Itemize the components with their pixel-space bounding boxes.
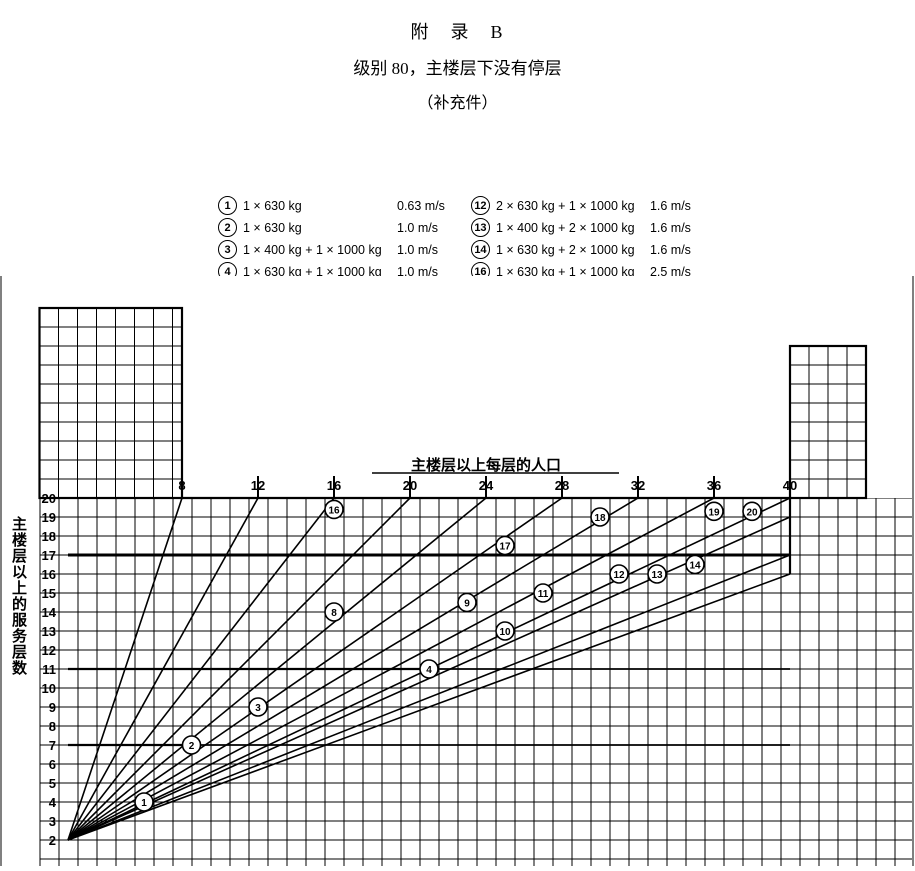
y-axis-title: 主楼层以上的服务层数 [8, 516, 29, 676]
svg-text:14: 14 [689, 561, 701, 572]
svg-text:8: 8 [49, 719, 56, 734]
title-block: 附 录 B 级别 80，主楼层下没有停层 （补充件） [0, 0, 915, 113]
legend-row: 2 1 × 630 kg 1.0 m/s [218, 218, 445, 237]
legend-row: 1 1 × 630 kg 0.63 m/s [218, 196, 445, 215]
legend-speed: 1.6 m/s [650, 243, 691, 257]
svg-text:19: 19 [708, 507, 720, 518]
legend-desc: 1 × 400 kg + 2 × 1000 kg [496, 221, 644, 235]
legend-row: 13 1 × 400 kg + 2 × 1000 kg 1.6 m/s [471, 218, 691, 237]
svg-text:10: 10 [499, 627, 511, 638]
svg-text:3: 3 [255, 703, 261, 714]
svg-text:18: 18 [594, 513, 606, 524]
legend-desc: 2 × 630 kg + 1 × 1000 kg [496, 199, 644, 213]
legend-desc: 1 × 630 kg + 2 × 1000 kg [496, 243, 644, 257]
svg-text:17: 17 [499, 542, 511, 553]
svg-text:12: 12 [42, 643, 56, 658]
legend-marker: 14 [471, 240, 490, 259]
svg-text:4: 4 [49, 795, 57, 810]
legend-speed: 0.63 m/s [397, 199, 445, 213]
legend-desc: 1 × 630 kg [243, 199, 391, 213]
legend-speed: 1.0 m/s [397, 243, 438, 257]
svg-text:16: 16 [42, 567, 56, 582]
svg-text:主楼层以上每层的人口: 主楼层以上每层的人口 [411, 456, 561, 474]
appendix-title: 附 录 B [0, 18, 915, 44]
svg-text:6: 6 [49, 757, 56, 772]
svg-text:3: 3 [49, 814, 56, 829]
svg-text:10: 10 [42, 681, 56, 696]
legend-row: 3 1 × 400 kg + 1 × 1000 kg 1.0 m/s [218, 240, 445, 259]
legend-desc: 1 × 400 kg + 1 × 1000 kg [243, 243, 391, 257]
svg-text:20: 20 [746, 507, 758, 518]
svg-text:15: 15 [42, 586, 56, 601]
chart: 主楼层以上的服务层数 81216202428323640主楼层以上每层的人口23… [0, 276, 915, 866]
svg-text:8: 8 [331, 608, 337, 619]
chart-svg: 81216202428323640主楼层以上每层的人口2345678910111… [0, 276, 915, 866]
svg-text:12: 12 [613, 570, 625, 581]
svg-text:1: 1 [141, 798, 147, 809]
supplement-label: （补充件） [0, 89, 915, 113]
legend-row: 12 2 × 630 kg + 1 × 1000 kg 1.6 m/s [471, 196, 691, 215]
svg-text:11: 11 [42, 662, 56, 677]
svg-text:19: 19 [42, 510, 56, 525]
svg-text:2: 2 [49, 833, 56, 848]
legend-marker: 1 [218, 196, 237, 215]
svg-text:18: 18 [42, 529, 56, 544]
legend-marker: 13 [471, 218, 490, 237]
svg-text:9: 9 [49, 700, 56, 715]
legend-speed: 1.6 m/s [650, 199, 691, 213]
svg-text:14: 14 [42, 605, 57, 620]
page: 附 录 B 级别 80，主楼层下没有停层 （补充件） 1 1 × 630 kg 0.… [0, 0, 915, 866]
legend-marker: 12 [471, 196, 490, 215]
legend-marker: 2 [218, 218, 237, 237]
svg-text:5: 5 [49, 776, 56, 791]
legend-row: 14 1 × 630 kg + 2 × 1000 kg 1.6 m/s [471, 240, 691, 259]
legend-speed: 1.6 m/s [650, 221, 691, 235]
svg-text:2: 2 [189, 741, 195, 752]
svg-text:4: 4 [426, 665, 432, 676]
legend-speed: 1.0 m/s [397, 221, 438, 235]
legend-desc: 1 × 630 kg [243, 221, 391, 235]
svg-text:20: 20 [42, 491, 56, 506]
svg-text:17: 17 [42, 548, 56, 563]
legend-marker: 3 [218, 240, 237, 259]
svg-text:13: 13 [651, 570, 663, 581]
svg-text:13: 13 [42, 624, 56, 639]
svg-text:11: 11 [538, 589, 549, 600]
svg-text:7: 7 [49, 738, 56, 753]
svg-text:16: 16 [328, 505, 340, 516]
subtitle: 级别 80，主楼层下没有停层 [0, 54, 915, 79]
svg-text:9: 9 [464, 599, 470, 610]
